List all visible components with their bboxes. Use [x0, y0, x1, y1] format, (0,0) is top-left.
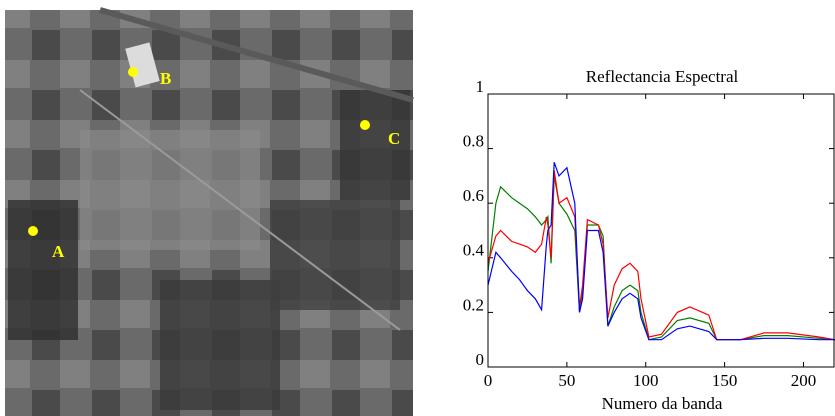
- satellite-image: [5, 7, 414, 416]
- point-label: C: [388, 129, 400, 148]
- spectrum-line: [487, 170, 835, 341]
- plot-frame: [487, 93, 835, 368]
- point-label: B: [160, 69, 171, 88]
- spectrum-line: [487, 162, 835, 341]
- spectrum-line: [487, 175, 835, 341]
- sample-point: [360, 120, 370, 130]
- x-axis-label: Numero da banda: [602, 394, 723, 413]
- x-tick-label: 100: [633, 371, 659, 390]
- y-tick-label: 0.6: [463, 186, 484, 205]
- y-tick-label: 1: [476, 77, 485, 96]
- y-tick-label: 0.4: [463, 241, 485, 260]
- x-tick-label: 50: [558, 371, 575, 390]
- sample-point: [28, 226, 38, 236]
- x-tick-label: 0: [484, 371, 493, 390]
- point-label: A: [52, 242, 65, 261]
- y-tick-label: 0: [476, 350, 485, 369]
- chart-title: Reflectancia Espectral: [586, 67, 739, 86]
- x-tick-label: 150: [712, 371, 738, 390]
- sample-point: [128, 67, 138, 77]
- x-tick-label: 200: [791, 371, 817, 390]
- y-tick-label: 0.2: [463, 295, 484, 314]
- y-tick-label: 0.8: [463, 132, 484, 151]
